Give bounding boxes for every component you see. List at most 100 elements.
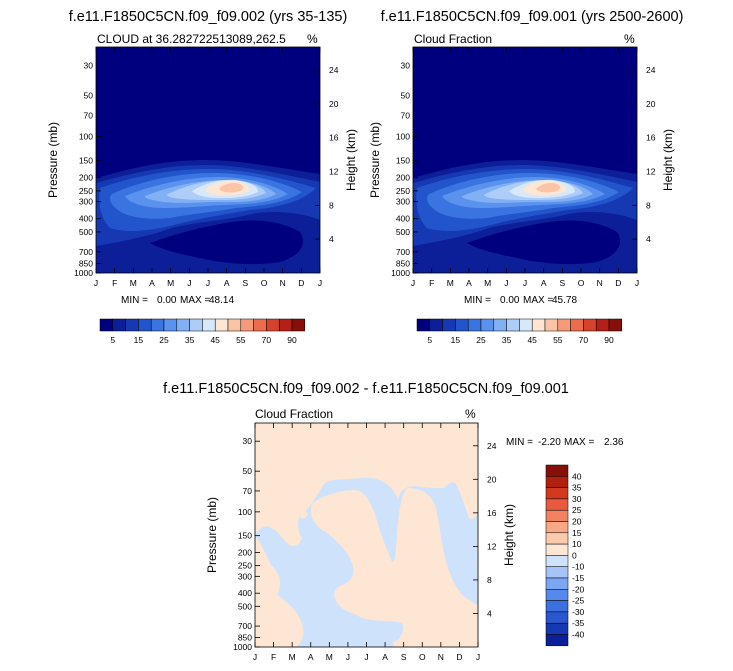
height-tick-label: 24 [329,65,339,75]
pressure-tick-label: 100 [79,132,93,142]
colorbar-tick-label: 45 [210,335,220,345]
pressure-tick-label: 200 [238,548,252,558]
month-tick-label: A [382,652,388,662]
panel-2-max-label: MAX = [523,295,553,306]
colorbar-tick-label: -35 [572,618,585,628]
pressure-tick-label: 500 [396,227,410,237]
colorbar-swatch [150,318,165,332]
month-tick-label: J [364,652,368,662]
colorbar-swatch [570,318,584,332]
colorbar-swatch [583,318,597,332]
month-tick-label: S [559,278,565,288]
month-tick-label: O [419,652,426,662]
pressure-tick-label: 50 [401,91,411,101]
colorbar-swatch [545,487,569,500]
colorbar-swatch [545,543,569,556]
colorbar-swatch [519,318,533,332]
height-tick-label: 8 [329,200,334,210]
month-tick-label: F [429,278,434,288]
month-tick-label: J [476,652,480,662]
colorbar-swatch [545,464,569,477]
colorbar-swatch [112,318,126,332]
colorbar-swatch [545,611,569,624]
month-tick-label: D [298,278,304,288]
colorbar-swatch [138,318,152,332]
panel-diff-ylabel-right: Height (km) [502,504,516,566]
colorbar-swatch [125,318,139,332]
panel-2-colorbar: 5 15 25 35 45 55 70 90 [416,318,623,345]
month-tick-label: A [308,652,314,662]
height-tick-label: 12 [646,166,656,176]
colorbar-swatch [429,318,443,332]
colorbar-swatch [506,318,520,332]
colorbar-swatch [545,521,569,534]
colorbar-swatch [189,318,203,332]
pressure-tick-label: 50 [243,466,253,476]
panel-1-min-value: 0.00 [157,295,177,306]
colorbar-swatch [442,318,456,332]
colorbar-swatch [253,318,267,332]
month-tick-label: F [271,652,276,662]
colorbar-tick-label: -20 [572,584,585,594]
panel-diff-subtitle: Cloud Fraction [255,407,333,421]
pressure-tick-label: 300 [79,197,93,207]
pressure-tick-label: 70 [401,111,411,121]
colorbar-swatch [545,634,569,647]
height-tick-label: 8 [487,575,492,585]
panel-diff-min-value: -2.20 [538,437,561,448]
panel-2-contour-band [413,246,482,258]
pressure-tick-label: 700 [396,247,410,257]
colorbar-tick-label: -30 [572,607,585,617]
pressure-tick-label: 500 [238,601,252,611]
panel-diff-contour-band [392,602,420,617]
pressure-tick-label: 50 [84,91,94,101]
pressure-tick-label: 1000 [391,268,410,278]
month-tick-label: D [615,278,621,288]
month-tick-label: A [149,278,155,288]
month-tick-label: J [346,652,350,662]
month-tick-label: N [280,278,286,288]
pressure-tick-label: 250 [238,561,252,571]
height-tick-label: 20 [487,474,497,484]
pressure-tick-label: 150 [79,156,93,166]
colorbar-tick-label: 55 [553,335,563,345]
panel-1-plot [96,47,320,273]
panel-1-max-value: 48.14 [209,295,234,306]
colorbar-swatch [278,318,293,332]
panel-2-plot [413,47,637,273]
month-tick-label: J [411,278,415,288]
height-tick-label: 20 [329,99,339,109]
pressure-tick-label: 200 [79,173,93,183]
colorbar-swatch [545,622,569,635]
month-tick-label: O [578,278,585,288]
panel-diff-min-label: MIN = [506,437,533,448]
panel-diff-plot [255,423,478,647]
height-tick-label: 16 [487,508,497,518]
colorbar-tick-label: 5 [427,335,432,345]
colorbar-tick-label: -25 [572,596,585,606]
month-tick-label: J [504,278,508,288]
month-tick-label: D [456,652,462,662]
pressure-tick-label: 700 [79,247,93,257]
colorbar-swatch [544,318,559,332]
colorbar-tick-label: 25 [572,505,582,515]
pressure-tick-label: 850 [79,258,93,268]
pressure-tick-label: 200 [396,173,410,183]
colorbar-tick-label: 70 [579,335,589,345]
month-tick-label: J [206,278,210,288]
panel-diff-max-label: MAX = [564,437,594,448]
pressure-tick-label: 100 [238,507,252,517]
colorbar-swatch [545,555,569,567]
panel-1: f.e11.F1850C5CN.f09_f09.002 (yrs 35-135)… [46,9,358,345]
pressure-tick-label: 150 [396,156,410,166]
pressure-tick-label: 250 [79,186,93,196]
month-tick-label: M [447,278,454,288]
colorbar-tick-label: 20 [572,517,582,527]
height-tick-label: 12 [487,541,497,551]
month-tick-label: J [635,278,639,288]
panel-diff-title: f.e11.F1850C5CN.f09_f09.002 - f.e11.F185… [163,381,569,397]
